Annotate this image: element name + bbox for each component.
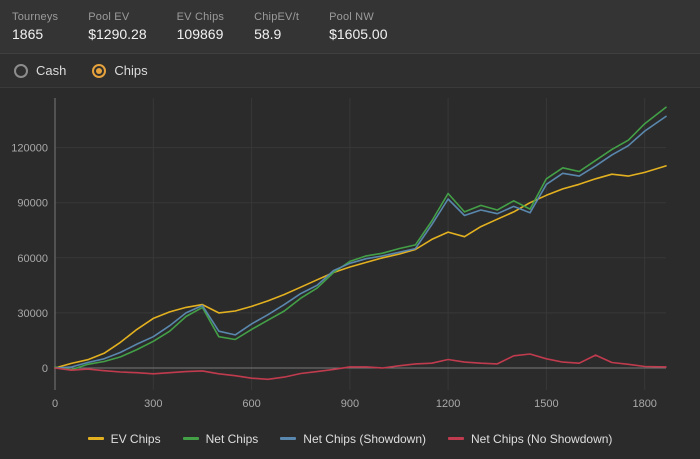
stat-pool-nw: Pool NW $1605.00 xyxy=(329,11,387,42)
stat-value: 1865 xyxy=(12,26,44,42)
chart-legend: EV Chips Net Chips Net Chips (Showdown) … xyxy=(0,418,700,459)
legend-item-net-chips-no-showdown[interactable]: Net Chips (No Showdown) xyxy=(448,432,612,446)
stat-tourneys: Tourneys 1865 xyxy=(12,11,58,42)
svg-text:0: 0 xyxy=(52,398,58,410)
legend-label: Net Chips (Showdown) xyxy=(303,431,427,446)
svg-text:300: 300 xyxy=(144,398,162,410)
legend-item-net-chips-showdown[interactable]: Net Chips (Showdown) xyxy=(280,432,426,446)
stat-value: 109869 xyxy=(176,26,224,42)
svg-text:0: 0 xyxy=(42,363,48,375)
svg-text:30000: 30000 xyxy=(17,308,48,320)
radio-cash[interactable]: Cash xyxy=(14,63,66,78)
radio-unselected-icon[interactable] xyxy=(14,63,28,78)
stats-bar: Tourneys 1865 Pool EV $1290.28 EV Chips … xyxy=(0,0,700,54)
svg-text:600: 600 xyxy=(242,398,260,410)
stat-value: $1605.00 xyxy=(329,26,388,42)
legend-swatch-icon xyxy=(448,437,465,440)
svg-text:1500: 1500 xyxy=(534,398,558,410)
svg-text:1200: 1200 xyxy=(436,398,460,410)
legend-label: EV Chips xyxy=(110,431,161,446)
view-toggle: Cash Chips xyxy=(0,54,700,88)
radio-chips[interactable]: Chips xyxy=(92,63,148,78)
stat-value: $1290.28 xyxy=(88,26,147,42)
stat-label: Pool EV xyxy=(88,11,130,23)
svg-text:60000: 60000 xyxy=(17,253,48,265)
stat-label: Tourneys xyxy=(12,11,59,23)
legend-item-net-chips[interactable]: Net Chips xyxy=(182,431,259,446)
stat-label: EV Chips xyxy=(176,11,225,23)
svg-text:90000: 90000 xyxy=(17,198,48,210)
legend-swatch-icon xyxy=(87,437,104,440)
radio-chips-label: Chips xyxy=(114,63,148,78)
radio-selected-icon[interactable] xyxy=(92,63,107,78)
line-chart: 0 300 600 900 1200 1500 1800 0 30000 60000 90000 12… xyxy=(11,98,667,410)
stat-pool-ev: Pool EV $1290.28 xyxy=(88,11,146,42)
legend-item-ev-chips[interactable]: EV Chips xyxy=(87,431,161,446)
svg-text:120000: 120000 xyxy=(11,143,48,155)
svg-text:1800: 1800 xyxy=(632,398,656,410)
legend-label: Net Chips (No Showdown) xyxy=(471,431,613,446)
chips-graph: 0 300 600 900 1200 1500 1800 0 30000 60000 90000 12… xyxy=(0,88,700,418)
legend-swatch-icon xyxy=(280,437,297,440)
stat-ev-chips: EV Chips 109869 xyxy=(177,11,224,42)
stat-label: Pool NW xyxy=(329,11,374,23)
stat-value: 58.9 xyxy=(254,26,282,42)
stat-label: ChipEV/t xyxy=(254,11,300,23)
radio-cash-label: Cash xyxy=(36,63,67,78)
legend-label: Net Chips xyxy=(205,431,259,446)
stat-chipev-per-t: ChipEV/t 58.9 xyxy=(254,11,299,42)
svg-text:900: 900 xyxy=(341,398,359,410)
legend-swatch-icon xyxy=(182,437,199,440)
